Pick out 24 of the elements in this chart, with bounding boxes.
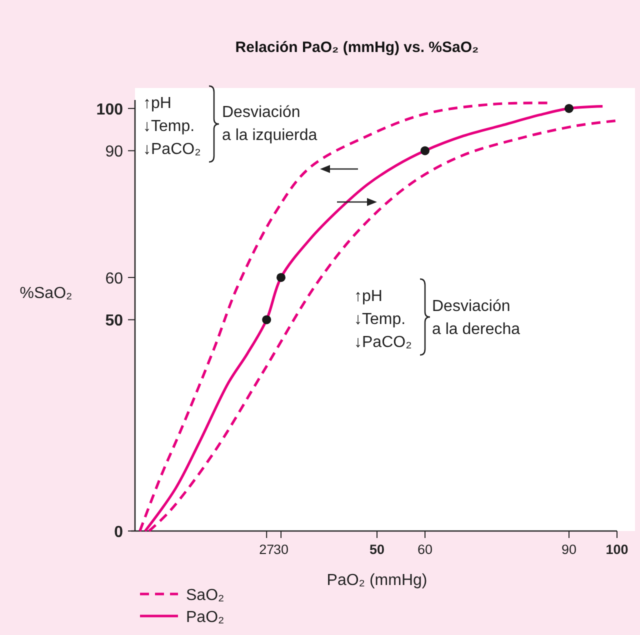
y-tick-label: 90 [105, 144, 124, 161]
annotation: ↑pH ↓Temp. ↓PaCO₂ [143, 95, 201, 158]
legend-label: PaO₂ [186, 609, 224, 626]
x-tick-label: 27 [259, 542, 274, 557]
y-tick-label: 50 [105, 312, 124, 330]
x-tick-label: 90 [561, 542, 577, 557]
point [420, 146, 430, 156]
y-tick-label: 60 [105, 270, 124, 288]
point [276, 272, 286, 282]
y-tick-label: 0 [114, 524, 124, 541]
x-tick-label: 100 [606, 542, 628, 557]
y-axis-title: %SaO₂ [20, 285, 72, 302]
point [564, 104, 574, 113]
legend-label: SaO₂ [186, 587, 224, 604]
chart-title: Relación PaO₂ (mmHg) vs. %SaO₂ [235, 39, 479, 56]
point [262, 315, 272, 324]
annotation: Desviación a la izquierda [222, 104, 318, 144]
y-tick-label: 100 [96, 101, 124, 118]
x-tick-label: 60 [417, 542, 433, 557]
x-tick-label: 50 [369, 542, 385, 557]
x-axis-title: PaO₂ (mmHg) [326, 572, 428, 589]
annotation: Desviación a la derecha [432, 298, 520, 338]
x-tick-label: 30 [273, 542, 289, 557]
annotation: ↑pH ↓Temp. ↓PaCO₂ [354, 288, 412, 351]
